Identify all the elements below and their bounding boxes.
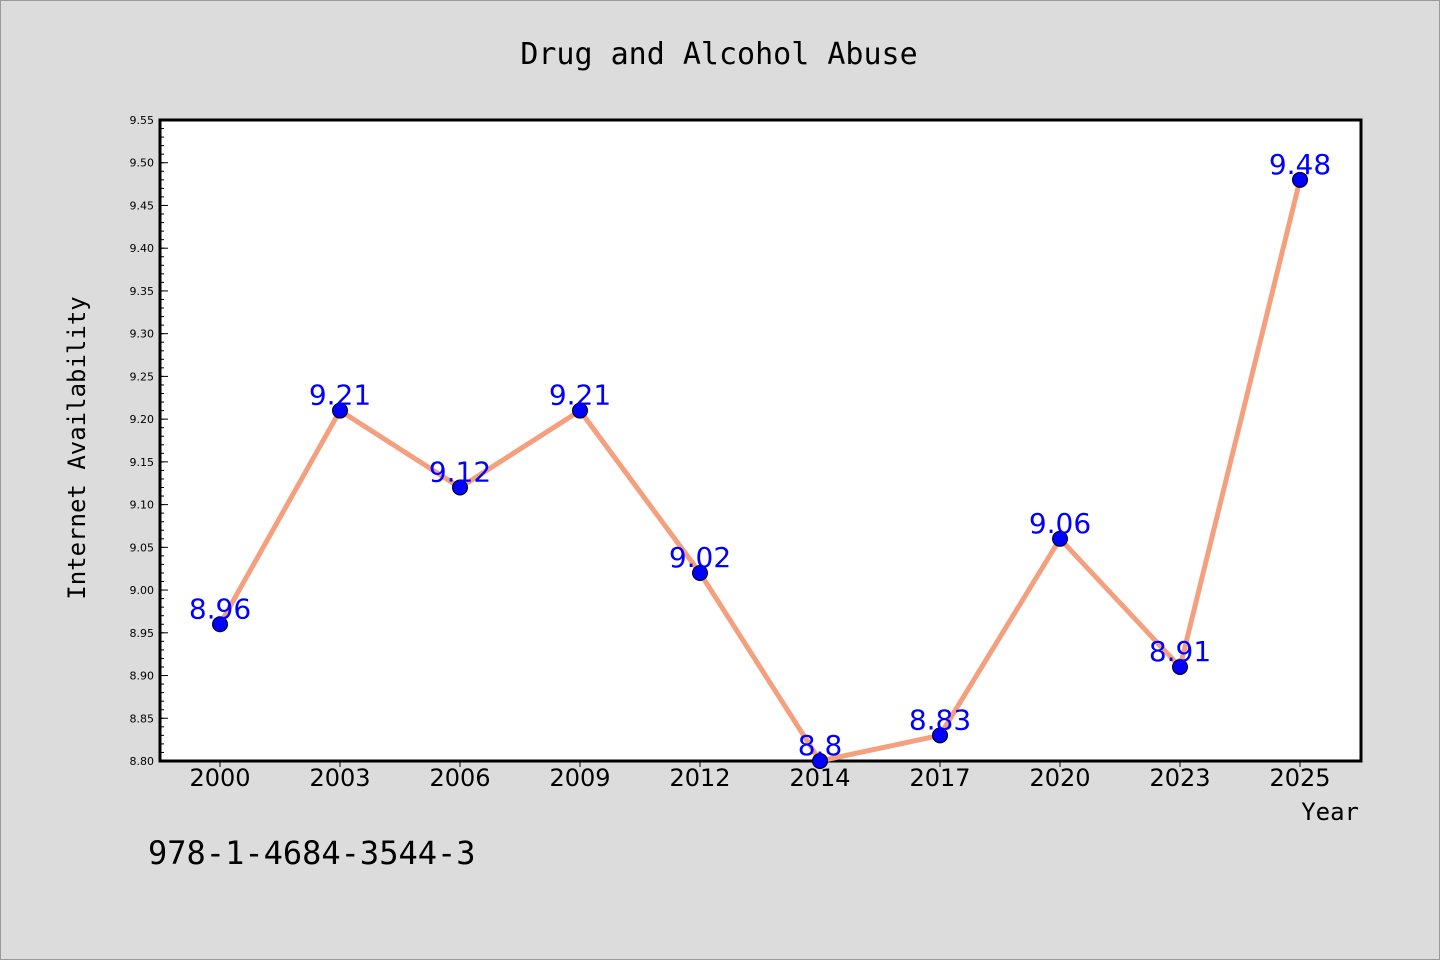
- data-labels: 8.96 9.21 9.12 9.21 9.02 8.8 8.83 9.06 8.91 9.48: [189, 148, 1331, 762]
- y-tick-label: 9.20: [130, 413, 155, 426]
- data-label: 9.48: [1269, 148, 1331, 181]
- data-point: [332, 402, 348, 419]
- data-point: [1172, 658, 1188, 675]
- y-axis-ticks: 8.80 8.85 8.90 8.95 9.00 9.05 9.10 9.15 9.20 9.25…: [130, 114, 168, 768]
- data-label: 9.06: [1029, 507, 1091, 540]
- data-label: 8.8: [798, 729, 843, 762]
- data-point: [572, 402, 588, 419]
- data-point: [812, 753, 828, 769]
- data-point: [692, 564, 708, 581]
- y-tick-label: 9.45: [130, 199, 155, 212]
- data-point: [1292, 171, 1308, 188]
- y-tick-label: 9.05: [130, 541, 155, 554]
- plot-area: [158, 118, 1363, 763]
- data-label: 8.96: [189, 592, 251, 625]
- data-label: 8.91: [1149, 635, 1211, 668]
- series-line: [217, 177, 1303, 764]
- y-tick-label: 9.55: [130, 114, 155, 127]
- isbn-text: 978-1-4684-3544-3: [148, 834, 476, 872]
- x-tick-label: 2020: [1029, 764, 1090, 792]
- x-tick-label: 2023: [1149, 764, 1210, 792]
- y-tick-label: 9.40: [130, 242, 155, 255]
- x-tick-label: 2025: [1269, 764, 1330, 792]
- series-markers: [212, 171, 1308, 769]
- series-line-group: [217, 177, 1303, 764]
- y-tick-label: 8.80: [130, 755, 155, 768]
- y-tick-label: 8.95: [130, 627, 155, 640]
- data-point: [452, 479, 468, 496]
- x-tick-label: 2009: [549, 764, 610, 792]
- y-tick-label: 9.25: [130, 370, 155, 383]
- chart-title: Drug and Alcohol Abuse: [520, 37, 917, 72]
- y-tick-label: 9.00: [130, 584, 155, 597]
- data-point: [932, 727, 948, 744]
- data-label: 9.21: [309, 379, 371, 412]
- y-tick-label: 9.15: [130, 456, 155, 469]
- x-tick-label: 2000: [189, 764, 250, 792]
- data-label: 9.12: [429, 456, 491, 489]
- x-tick-label: 2012: [669, 764, 730, 792]
- y-tick-label: 8.90: [130, 670, 155, 683]
- data-label: 9.21: [549, 379, 611, 412]
- x-tick-label: 2003: [309, 764, 370, 792]
- data-label: 8.83: [909, 703, 971, 736]
- x-axis-label: Year: [1301, 798, 1359, 826]
- y-tick-label: 8.85: [130, 712, 155, 725]
- y-tick-label: 9.30: [130, 328, 155, 341]
- data-point: [212, 616, 228, 633]
- x-tick-label: 2006: [429, 764, 490, 792]
- data-point: [1052, 530, 1068, 547]
- x-axis-ticks: 2000 2003 2006 2009 2012 2014 2017 2020 2023 2025: [189, 761, 1331, 792]
- y-axis-label: Internet Availability: [63, 296, 91, 599]
- y-tick-label: 9.50: [130, 157, 155, 170]
- data-label: 9.02: [669, 541, 731, 574]
- y-tick-label: 9.35: [130, 285, 155, 298]
- y-tick-label: 9.10: [130, 499, 155, 512]
- x-tick-label: 2017: [909, 764, 970, 792]
